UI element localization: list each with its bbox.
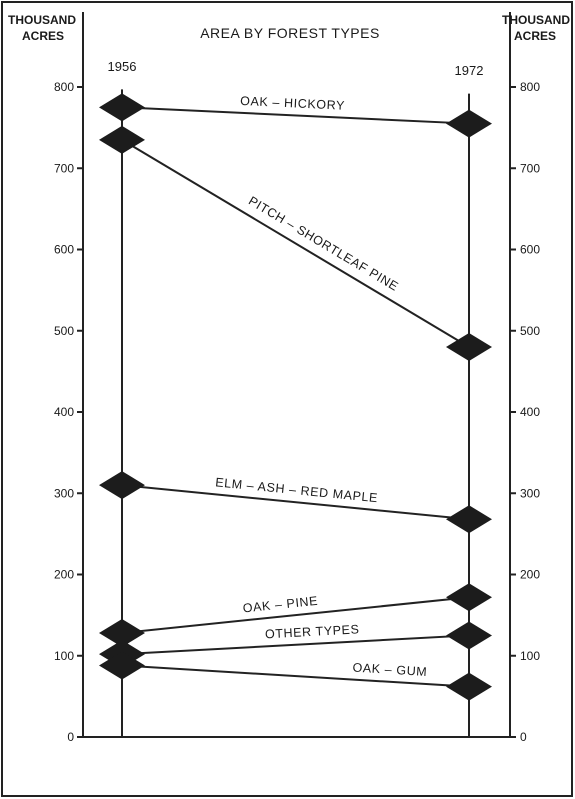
data-point-diamond xyxy=(99,651,145,680)
left-tick-label: 300 xyxy=(54,486,74,500)
left-tick-label: 800 xyxy=(54,80,74,94)
data-point-diamond xyxy=(446,621,492,650)
left-unit-label-line2: ACRES xyxy=(22,29,64,43)
right-tick-label: 400 xyxy=(520,405,540,419)
right-unit-label-line2: ACRES xyxy=(514,29,556,43)
data-point-diamond xyxy=(99,471,145,500)
data-point-diamond xyxy=(446,505,492,534)
series-line xyxy=(121,106,470,125)
data-point-diamond xyxy=(446,672,492,701)
right-tick-label: 300 xyxy=(520,486,540,500)
right-tick-label: 0 xyxy=(520,730,527,744)
left-tick-label: 500 xyxy=(54,324,74,338)
right-unit-label-line1: THOUSAND xyxy=(502,13,570,27)
left-tick-label: 100 xyxy=(54,649,74,663)
series-label: OAK – GUM xyxy=(352,661,428,680)
data-point-diamond xyxy=(446,583,492,612)
left-tick-label: 400 xyxy=(54,405,74,419)
chart-title: AREA BY FOREST TYPES xyxy=(200,25,380,41)
right-tick-label: 600 xyxy=(520,243,540,257)
series-line xyxy=(121,634,470,656)
data-point-diamond xyxy=(99,619,145,647)
series-label: ELM – ASH – RED MAPLE xyxy=(215,475,379,505)
right-tick-label: 100 xyxy=(520,649,540,663)
series-line xyxy=(121,138,470,348)
series-label: PITCH – SHORTLEAF PINE xyxy=(246,194,401,294)
data-point-diamond xyxy=(446,109,492,138)
left-tick-label: 600 xyxy=(54,243,74,257)
series-line xyxy=(121,664,470,688)
year-label: 1956 xyxy=(108,59,137,74)
series-line xyxy=(121,596,470,634)
series-line xyxy=(121,484,470,521)
right-tick-label: 800 xyxy=(520,80,540,94)
left-tick-label: 700 xyxy=(54,161,74,175)
right-tick-label: 700 xyxy=(520,161,540,175)
right-tick-label: 200 xyxy=(520,568,540,582)
left-tick-label: 0 xyxy=(67,730,74,744)
year-label: 1972 xyxy=(455,63,484,78)
data-point-diamond xyxy=(99,93,145,122)
series-label: OAK – PINE xyxy=(242,594,319,616)
data-point-diamond xyxy=(446,333,492,361)
left-tick-label: 200 xyxy=(54,568,74,582)
series-label: OTHER TYPES xyxy=(265,622,360,641)
series-label: OAK – HICKORY xyxy=(240,94,345,113)
data-point-diamond xyxy=(99,125,145,154)
left-unit-label-line1: THOUSAND xyxy=(8,13,76,27)
right-tick-label: 500 xyxy=(520,324,540,338)
